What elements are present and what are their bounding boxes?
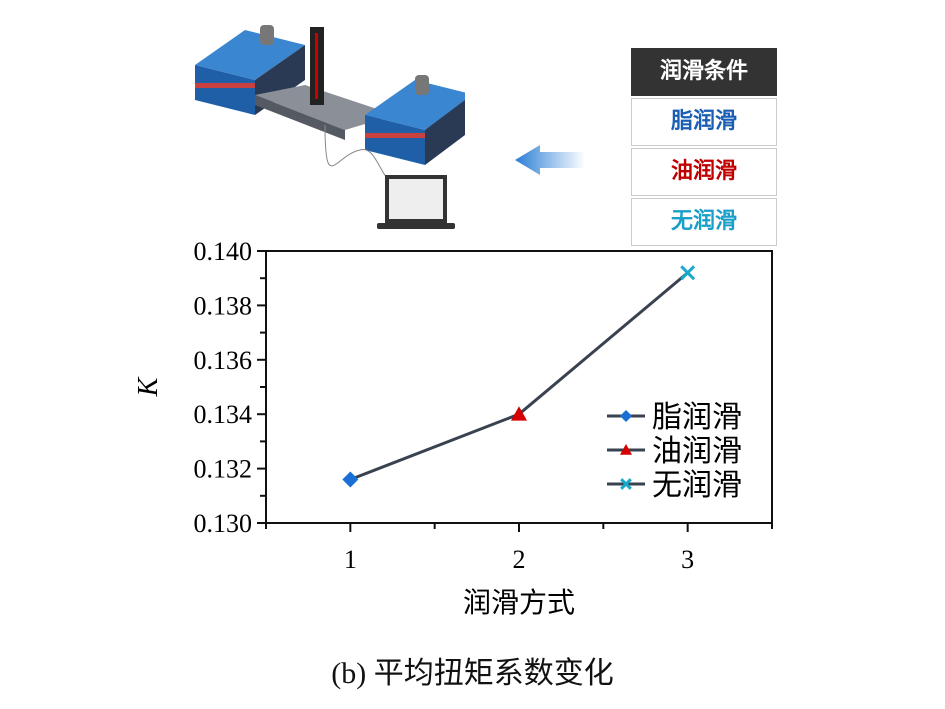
legend-marker — [620, 444, 632, 455]
y-tick-label: 0.130 — [194, 509, 253, 538]
arrow-left-icon — [515, 145, 585, 175]
plate — [255, 85, 395, 140]
data-point — [342, 471, 359, 488]
sensor — [310, 27, 324, 105]
table-header: 润滑条件 — [631, 48, 777, 96]
y-tick-label: 0.140 — [194, 237, 253, 266]
laptop-icon — [377, 175, 455, 229]
legend-marker — [620, 478, 632, 490]
x-axis-label: 润滑方式 — [463, 587, 575, 619]
x-marker-stroke — [680, 265, 696, 281]
y-tick-label: 0.134 — [194, 400, 253, 429]
condition-oil: 油润滑 — [631, 148, 777, 196]
condition-grease: 脂润滑 — [631, 98, 777, 146]
legend-label: 油润滑 — [652, 435, 742, 468]
data-point — [680, 265, 696, 281]
x-tick-label: 1 — [344, 545, 357, 574]
x-tick-label: 3 — [681, 545, 694, 574]
test-rig-illustration — [195, 25, 465, 229]
x-tick-label: 2 — [513, 545, 526, 574]
legend-label: 无润滑 — [652, 469, 742, 502]
legend-label: 脂润滑 — [652, 401, 742, 434]
legend-entry: 无润滑 — [607, 469, 742, 502]
x-marker-stroke — [620, 478, 632, 490]
y-tick-label: 0.132 — [194, 455, 253, 484]
data-point — [511, 406, 527, 421]
cable — [324, 124, 391, 181]
legend-marker — [620, 410, 632, 422]
y-tick-label: 0.136 — [194, 346, 253, 375]
legend-entry: 油润滑 — [607, 435, 742, 468]
figure-caption: (b) 平均扭矩系数变化 — [331, 657, 614, 690]
legend-entry: 脂润滑 — [607, 401, 742, 434]
right-clamp-block — [365, 75, 465, 165]
series-line — [349, 271, 689, 481]
lubrication-conditions-table: 润滑条件 脂润滑 油润滑 无润滑 — [631, 48, 777, 248]
y-axis-label: K — [133, 376, 164, 397]
condition-none: 无润滑 — [631, 198, 777, 246]
y-tick-label: 0.138 — [194, 291, 253, 320]
